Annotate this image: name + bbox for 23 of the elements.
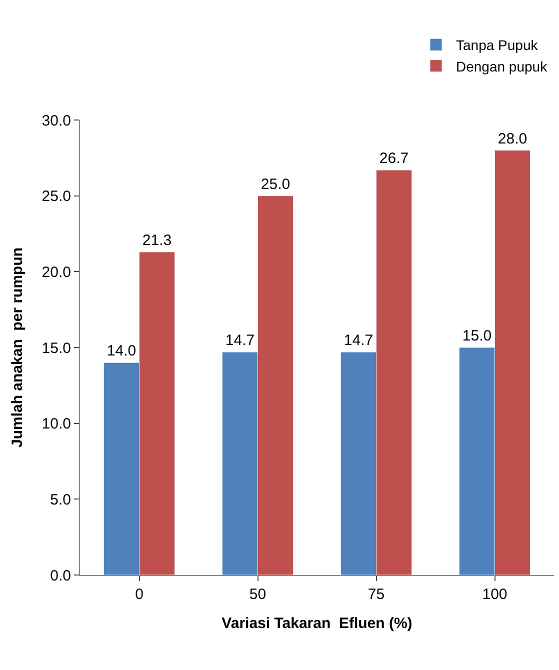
y-axis-title: Jumlah anakan per rumpun xyxy=(9,247,26,448)
legend-label: Tanpa Pupuk xyxy=(456,37,539,54)
y-tick-label: 0.0 xyxy=(50,567,71,584)
y-tick-label: 10.0 xyxy=(42,416,71,433)
x-tick-label: 50 xyxy=(249,586,266,603)
data-label: 25.0 xyxy=(260,176,290,193)
data-label: 14.7 xyxy=(225,332,255,350)
y-tick-label: 15.0 xyxy=(42,340,71,357)
legend-label: Dengan pupuk xyxy=(456,58,548,74)
x-axis-title: Variasi Takaran Efluen (%) xyxy=(222,615,412,632)
x-tick-label: 0 xyxy=(135,586,144,603)
data-label: 14.7 xyxy=(344,332,374,350)
y-tick-label: 25.0 xyxy=(42,188,71,206)
data-label: 28.0 xyxy=(498,130,528,148)
data-label: 14.0 xyxy=(106,342,136,360)
y-tick-label: 20.0 xyxy=(42,264,71,281)
y-tick-label: 5.0 xyxy=(50,491,71,508)
x-tick-label: 100 xyxy=(482,586,508,603)
y-tick-label: 30.0 xyxy=(42,112,71,130)
data-label: 26.7 xyxy=(379,150,409,168)
x-tick-label: 75 xyxy=(368,586,385,603)
data-label: 15.0 xyxy=(462,328,492,344)
data-label: 21.3 xyxy=(142,232,172,249)
